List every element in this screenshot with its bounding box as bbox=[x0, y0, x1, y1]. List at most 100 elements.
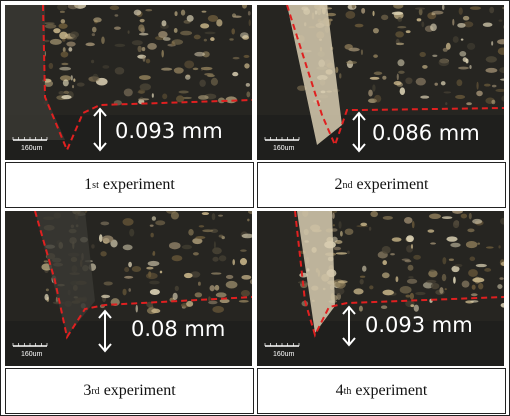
texture bbox=[360, 49, 363, 56]
texture bbox=[225, 280, 238, 289]
texture bbox=[339, 73, 342, 79]
texture bbox=[408, 276, 414, 279]
texture bbox=[194, 292, 203, 298]
texture bbox=[500, 261, 504, 267]
texture bbox=[151, 93, 154, 98]
texture bbox=[422, 281, 434, 289]
texture bbox=[495, 88, 504, 93]
texture bbox=[232, 56, 240, 60]
texture bbox=[457, 22, 466, 28]
texture bbox=[170, 211, 179, 220]
texture bbox=[497, 47, 504, 55]
texture bbox=[501, 95, 504, 102]
texture bbox=[91, 59, 95, 64]
texture bbox=[484, 268, 492, 272]
texture bbox=[145, 272, 158, 280]
texture bbox=[137, 45, 142, 53]
substrate bbox=[5, 321, 252, 366]
texture bbox=[452, 220, 460, 229]
texture bbox=[462, 15, 470, 21]
texture bbox=[467, 228, 475, 233]
texture bbox=[173, 27, 178, 33]
texture bbox=[204, 31, 216, 35]
texture bbox=[491, 41, 494, 46]
texture bbox=[208, 296, 211, 302]
texture bbox=[326, 12, 337, 17]
texture bbox=[185, 74, 191, 80]
texture bbox=[338, 221, 342, 229]
texture bbox=[114, 43, 126, 48]
texture bbox=[175, 95, 185, 103]
texture bbox=[240, 249, 247, 252]
texture bbox=[213, 241, 216, 249]
texture bbox=[391, 237, 402, 242]
scale-label: 160um bbox=[273, 351, 295, 358]
texture bbox=[448, 258, 454, 262]
texture bbox=[212, 256, 219, 262]
texture bbox=[368, 226, 372, 231]
texture bbox=[415, 77, 426, 86]
texture bbox=[149, 280, 160, 285]
caption-suffix: th bbox=[343, 385, 352, 397]
texture bbox=[210, 77, 218, 86]
texture bbox=[382, 289, 394, 296]
texture bbox=[415, 291, 426, 296]
texture bbox=[445, 102, 448, 106]
texture bbox=[419, 51, 426, 58]
texture bbox=[190, 271, 201, 278]
texture bbox=[100, 221, 110, 226]
micrograph: 160um 0.093 mm bbox=[257, 211, 504, 366]
texture bbox=[59, 10, 65, 13]
texture bbox=[334, 287, 345, 295]
texture bbox=[476, 81, 479, 90]
texture bbox=[434, 82, 438, 86]
texture bbox=[232, 71, 239, 77]
texture bbox=[198, 225, 205, 228]
texture bbox=[128, 288, 131, 292]
texture bbox=[351, 5, 356, 9]
texture bbox=[398, 70, 405, 74]
texture bbox=[202, 51, 210, 58]
texture bbox=[499, 78, 504, 81]
texture bbox=[396, 73, 399, 81]
texture bbox=[469, 65, 472, 70]
texture bbox=[450, 242, 461, 248]
texture bbox=[211, 213, 216, 221]
texture bbox=[216, 19, 223, 27]
texture bbox=[444, 288, 447, 291]
texture bbox=[241, 274, 252, 280]
texture bbox=[411, 220, 415, 229]
texture bbox=[465, 241, 478, 249]
texture bbox=[373, 71, 383, 76]
texture bbox=[455, 94, 466, 100]
texture bbox=[62, 79, 69, 87]
texture bbox=[368, 89, 373, 97]
texture bbox=[381, 245, 391, 254]
texture bbox=[100, 251, 107, 257]
texture bbox=[446, 236, 458, 242]
texture bbox=[219, 298, 230, 304]
texture bbox=[85, 42, 95, 47]
texture bbox=[339, 230, 343, 237]
texture bbox=[477, 242, 481, 245]
arrow-head bbox=[98, 309, 112, 353]
texture bbox=[453, 276, 456, 284]
texture bbox=[141, 47, 146, 52]
texture bbox=[98, 234, 103, 242]
measurement: 0.086 mm bbox=[372, 121, 480, 145]
texture bbox=[238, 299, 249, 303]
texture bbox=[354, 23, 364, 28]
texture bbox=[151, 308, 161, 314]
texture bbox=[240, 32, 249, 39]
texture bbox=[162, 37, 171, 41]
texture bbox=[147, 42, 157, 50]
texture bbox=[122, 218, 134, 226]
texture bbox=[405, 77, 413, 85]
texture bbox=[58, 23, 68, 29]
texture bbox=[58, 91, 65, 95]
